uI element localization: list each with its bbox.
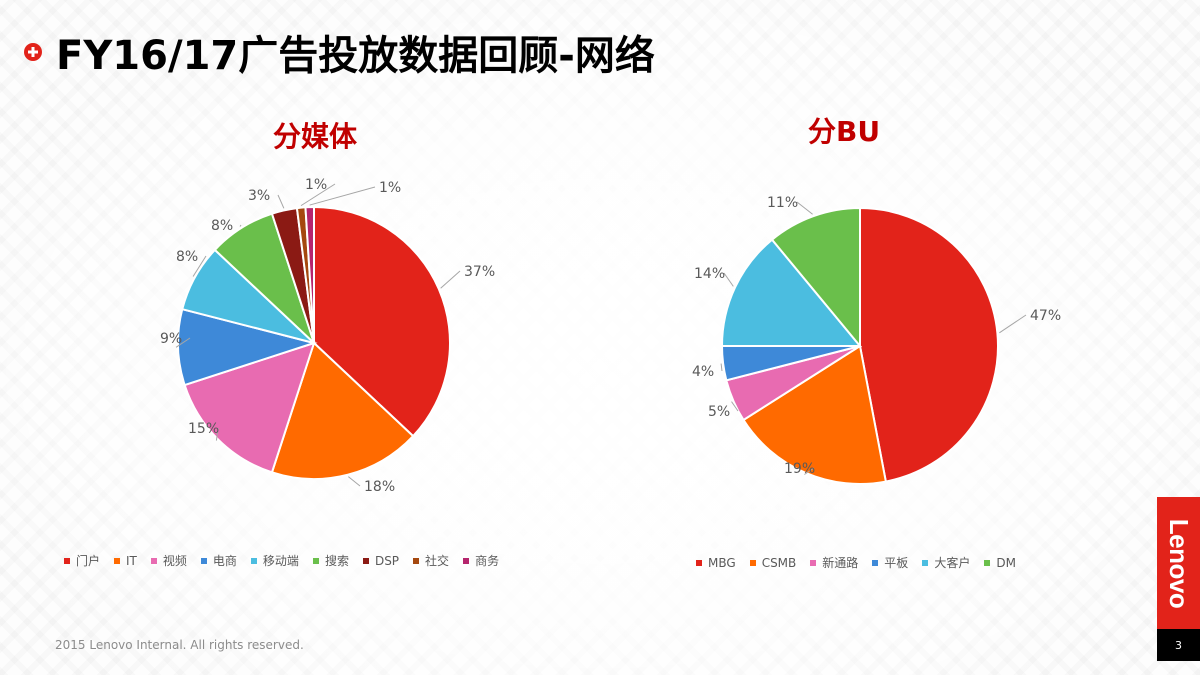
leader-line bbox=[277, 194, 285, 209]
legend-item: IT bbox=[114, 554, 137, 568]
pie-slice-IT bbox=[270, 341, 415, 480]
plus-bullet-icon bbox=[24, 43, 42, 61]
legend-label: MBG bbox=[708, 555, 736, 570]
legend-label: IT bbox=[126, 553, 137, 568]
data-label: 9% bbox=[160, 331, 182, 347]
data-label: 18% bbox=[364, 479, 395, 495]
legend-item: DSP bbox=[362, 553, 400, 568]
legend-swatch-icon bbox=[200, 557, 207, 564]
legend-item: 大客户 bbox=[922, 554, 970, 571]
chart-title-media: 分媒体 bbox=[273, 120, 358, 153]
legend-swatch-icon bbox=[922, 559, 929, 566]
legend-swatch-icon bbox=[810, 559, 817, 566]
legend-label: 移动端 bbox=[262, 554, 299, 568]
legend-item: 移动端 bbox=[250, 552, 299, 569]
copyright-footer: 2015 Lenovo Internal. All rights reserve… bbox=[55, 638, 304, 652]
legend-label: 视频 bbox=[162, 554, 187, 568]
pie-chart-bu: 47% 19% 5% 4% 14% 11% bbox=[692, 195, 1061, 485]
legend-swatch-icon bbox=[413, 557, 420, 564]
legend-swatch-icon bbox=[64, 557, 70, 564]
data-label: 19% bbox=[784, 461, 815, 477]
leader-line bbox=[300, 183, 336, 207]
legend-swatch-icon bbox=[984, 559, 991, 566]
pie-slice-DM bbox=[770, 206, 861, 349]
leader-line bbox=[239, 224, 242, 227]
data-label: 5% bbox=[708, 404, 730, 420]
leader-line bbox=[309, 186, 376, 206]
leader-line bbox=[440, 270, 461, 289]
legend-swatch-icon bbox=[250, 557, 257, 564]
pie-slice-商务 bbox=[304, 205, 315, 344]
data-label: 1% bbox=[305, 177, 327, 193]
legend-bu: MBG CSMB 新通路 平板 大客户 DM bbox=[696, 554, 1030, 571]
pie-slice-MBG bbox=[859, 206, 999, 483]
data-label: 4% bbox=[692, 364, 714, 380]
legend-swatch-icon bbox=[749, 559, 756, 566]
slide-title: FY16/17广告投放数据回顾-网络 bbox=[56, 33, 655, 79]
legend-item: 社交 bbox=[413, 552, 449, 569]
legend-item: 电商 bbox=[200, 552, 237, 569]
legend-label: 门户 bbox=[76, 554, 101, 568]
leader-line bbox=[796, 201, 813, 215]
data-label: 3% bbox=[248, 188, 270, 204]
pie-slice-CSMB bbox=[742, 344, 888, 485]
legend-label: 新通路 bbox=[822, 556, 859, 570]
legend-media: 门户 IT 视频 电商 移动端 搜索 DSP 社交 商务 bbox=[64, 552, 513, 569]
slide-header: FY16/17广告投放数据回顾-网络 bbox=[24, 22, 655, 82]
legend-label: CSMB bbox=[761, 555, 797, 570]
leader-line bbox=[804, 467, 815, 475]
page-number: 3 bbox=[1157, 629, 1200, 661]
legend-swatch-icon bbox=[463, 557, 470, 564]
data-label: 15% bbox=[188, 421, 219, 437]
legend-swatch-icon bbox=[362, 557, 369, 564]
leader-line bbox=[999, 314, 1027, 334]
legend-label: 大客户 bbox=[934, 556, 971, 570]
data-label: 8% bbox=[176, 249, 198, 265]
legend-item: 商务 bbox=[463, 552, 499, 569]
legend-label: 平板 bbox=[884, 556, 909, 570]
data-label: 11% bbox=[767, 195, 798, 211]
leader-line bbox=[720, 363, 723, 372]
legend-item: CSMB bbox=[749, 555, 797, 570]
legend-item: 门户 bbox=[64, 552, 100, 569]
legend-item: 搜索 bbox=[312, 552, 349, 569]
legend-item: 新通路 bbox=[810, 554, 858, 571]
legend-item: 视频 bbox=[150, 552, 187, 569]
legend-swatch-icon bbox=[150, 557, 157, 564]
data-label: 8% bbox=[211, 218, 233, 234]
legend-item: 平板 bbox=[872, 554, 908, 571]
legend-label: 搜索 bbox=[324, 554, 349, 568]
legend-label: DSP bbox=[374, 553, 400, 568]
legend-swatch-icon bbox=[114, 557, 121, 564]
legend-label: 电商 bbox=[212, 554, 237, 568]
data-label: 47% bbox=[1030, 308, 1061, 324]
legend-label: DM bbox=[996, 555, 1016, 570]
leader-line bbox=[348, 476, 361, 487]
chart-title-bu: 分BU bbox=[808, 115, 881, 148]
leader-line bbox=[215, 427, 219, 441]
legend-item: MBG bbox=[696, 556, 736, 570]
leader-line bbox=[192, 255, 207, 277]
pie-slice-大客户 bbox=[720, 238, 863, 347]
data-label: 14% bbox=[694, 266, 725, 282]
legend-label: 商务 bbox=[475, 554, 500, 568]
pie-slice-门户 bbox=[313, 205, 451, 438]
leader-line bbox=[731, 401, 739, 412]
leader-line bbox=[723, 272, 734, 287]
legend-item: DM bbox=[984, 556, 1016, 570]
lenovo-logo: Lenovo bbox=[1157, 497, 1200, 629]
logo-text: Lenovo bbox=[1164, 518, 1195, 608]
data-label: 37% bbox=[464, 264, 495, 280]
data-label: 1% bbox=[379, 180, 401, 196]
pie-chart-media: 37% 18% 15% 9% 8% 8% 3% 1% 1% bbox=[160, 177, 495, 495]
leader-line bbox=[175, 337, 191, 348]
legend-swatch-icon bbox=[872, 559, 879, 566]
legend-swatch-icon bbox=[312, 557, 319, 564]
legend-swatch-icon bbox=[696, 559, 702, 566]
legend-label: 社交 bbox=[425, 554, 450, 568]
